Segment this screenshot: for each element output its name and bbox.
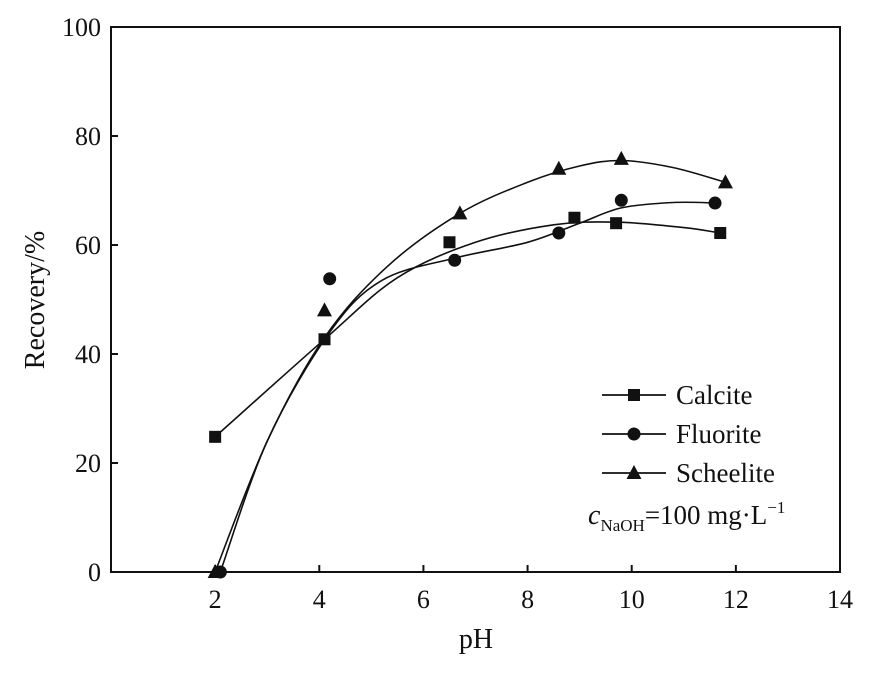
calcite-point [318, 333, 331, 346]
fluorite-point [708, 196, 722, 210]
fluorite-point [323, 272, 337, 286]
y-axis-title: Recovery/% [20, 231, 51, 369]
legend-calcite-label: Calcite [676, 380, 752, 410]
annotation-subscript: NaOH [600, 516, 644, 535]
x-tick-label: 6 [417, 585, 430, 614]
y-tick-label: 40 [75, 340, 101, 369]
annotation-superscript: −1 [767, 498, 785, 517]
legend-calcite-marker [628, 389, 640, 401]
naoh-concentration-annotation: cNaOH=100 mg·L−1 [588, 498, 785, 535]
scheelite-point [717, 174, 733, 189]
y-tick-label: 60 [75, 231, 101, 260]
y-tick-label: 20 [75, 449, 101, 478]
legend-scheelite-label: Scheelite [676, 458, 775, 488]
fluorite-point [448, 253, 462, 267]
calcite-point [714, 227, 727, 240]
x-tick-label: 2 [209, 585, 222, 614]
y-tick-label: 100 [62, 13, 101, 42]
x-tick-label: 8 [521, 585, 534, 614]
legend-scheelite-marker [626, 465, 642, 479]
plot-frame [110, 26, 841, 573]
calcite-point [443, 236, 456, 249]
x-axis-title: pH [459, 624, 493, 655]
annotation-symbol: c [588, 500, 601, 531]
x-tick-label: 10 [619, 585, 645, 614]
scheelite-point [551, 160, 567, 175]
y-tick-label: 80 [75, 122, 101, 151]
fluorite-point [552, 226, 566, 240]
ticks: 2 4 6 8 10 12 14 0 20 40 60 80 100 [62, 13, 853, 614]
legend-fluorite-marker [627, 427, 641, 441]
legend-fluorite-label: Fluorite [676, 419, 762, 449]
scheelite-point [452, 205, 468, 220]
x-tick-label: 4 [313, 585, 326, 614]
y-tick-label: 0 [88, 558, 101, 587]
calcite-point [209, 430, 222, 443]
annotation-text: =100 mg·L [645, 500, 767, 530]
x-tick-label: 12 [723, 585, 749, 614]
x-tick-label: 14 [827, 585, 853, 614]
scheelite-point [316, 302, 332, 317]
calcite-fit-curve [214, 221, 721, 438]
scheelite-point [207, 564, 223, 578]
data-markers [207, 150, 733, 579]
legend: Calcite Fluorite Scheelite [602, 380, 775, 488]
fluorite-point [614, 193, 628, 207]
scheelite-point [613, 150, 629, 165]
calcite-point [568, 211, 581, 224]
calcite-point [610, 217, 623, 230]
